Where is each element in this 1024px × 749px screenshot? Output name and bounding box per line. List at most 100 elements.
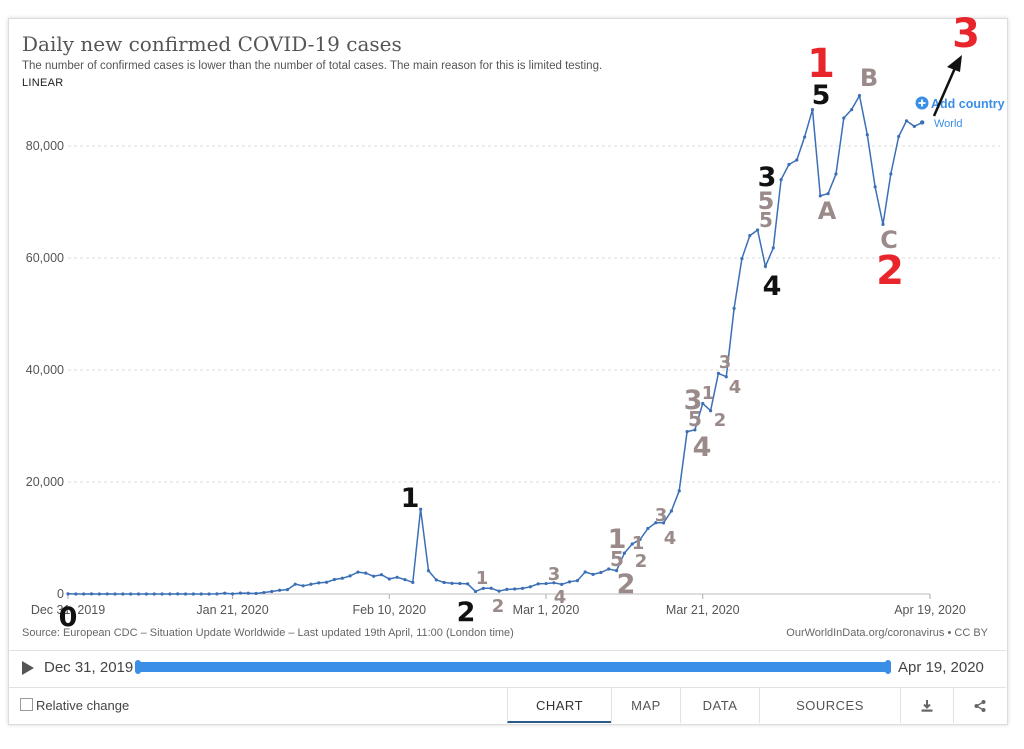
data-point [473,589,478,594]
wave-annotation: 3 [952,11,980,57]
data-point [818,194,822,198]
data-point [466,582,470,586]
data-point [332,577,337,582]
data-point [803,135,807,139]
y-tick-label: 20,000 [26,475,64,489]
data-point [638,537,642,542]
data-point [748,234,752,238]
controls-bar [8,687,1006,724]
play-icon[interactable] [22,661,34,675]
wave-annotation: 1 [702,383,715,404]
data-point [591,572,595,577]
timeline-end-handle[interactable] [885,660,891,674]
wave-annotation: 4 [729,377,742,398]
data-point [293,582,297,586]
data-point [176,592,180,596]
data-point [881,222,885,226]
data-point [89,592,94,596]
data-point [834,172,838,176]
x-tick-label: Mar 21, 2020 [666,603,740,617]
wave-annotation: 3 [548,564,561,585]
download-button[interactable] [900,688,953,723]
scale-toggle[interactable]: LINEAR [22,77,64,89]
data-point [419,507,423,511]
data-point [661,521,666,525]
wave-annotation: 4 [693,432,712,463]
checkbox-box[interactable] [20,698,33,711]
tab-map[interactable]: MAP [611,688,680,723]
data-point [669,509,674,513]
data-point [677,489,681,493]
add-country-button[interactable]: Add country [931,97,1005,111]
data-point [528,585,532,589]
wave-annotation: 1 [608,524,627,555]
data-point [795,158,799,162]
data-point [904,119,909,123]
data-point [458,581,462,586]
data-point [787,162,791,167]
data-point [191,592,195,596]
data-point [897,134,901,139]
data-point [270,589,274,594]
data-point [544,581,548,586]
y-tick-label: 60,000 [26,251,64,265]
x-tick-label: Feb 10, 2020 [352,603,426,617]
timeline-start-label: Dec 31, 2019 [44,659,134,676]
data-point [183,592,188,596]
data-point [105,592,109,596]
data-point [372,574,376,578]
data-point [246,591,250,595]
share-button[interactable] [953,688,1006,723]
arrow-head [947,55,962,72]
source-note: Source: European CDC – Situation Update … [22,627,514,639]
data-point [317,581,321,585]
data-point [724,375,728,379]
y-tick-label: 0 [57,587,64,601]
data-point [97,592,101,596]
data-point [685,430,689,434]
wave-annotation: 2 [492,596,505,617]
data-point [285,587,290,592]
credit-link[interactable]: OurWorldInData.org/coronavirus • CC BY [786,627,988,639]
data-point [121,592,125,596]
wave-annotation: 5 [758,187,775,215]
wave-annotation: 2 [457,597,476,628]
tab-data[interactable]: DATA [680,688,759,723]
relative-change-checkbox[interactable]: Relative change [20,698,129,713]
data-point [403,578,407,582]
data-point [348,574,352,578]
data-point [129,592,133,596]
wave-annotation: 1 [807,41,835,87]
series-line-world [67,93,923,595]
data-point [912,124,916,128]
wave-annotation: 4 [554,587,567,608]
data-point [450,581,454,585]
timeline-start-handle[interactable] [135,660,141,674]
data-point [230,592,235,596]
plus-glyph [918,99,926,107]
wave-annotation: 4 [763,271,782,302]
tab-sources[interactable]: SOURCES [759,688,900,723]
wave-annotation: 3 [719,352,732,373]
data-point [567,580,572,584]
timeline-track[interactable] [138,662,888,672]
data-point [262,590,266,595]
wave-annotation: 2 [617,569,636,600]
timeline-end-label: Apr 19, 2020 [898,659,984,676]
data-point [763,264,768,268]
data-point [356,570,360,574]
series-end-point [919,120,925,125]
arrow-shaft [932,67,957,117]
data-point [630,542,634,546]
tab-chart[interactable]: CHART [507,688,611,723]
x-tick-label: Apr 19, 2020 [894,603,966,617]
wave-annotation: 4 [664,528,677,549]
data-point [215,592,219,596]
wave-annotation: 1 [401,483,420,514]
data-point [614,569,619,573]
data-point [654,521,658,525]
data-point [395,575,399,579]
data-point [152,592,156,596]
share-icon [974,699,986,712]
data-point [513,587,517,591]
